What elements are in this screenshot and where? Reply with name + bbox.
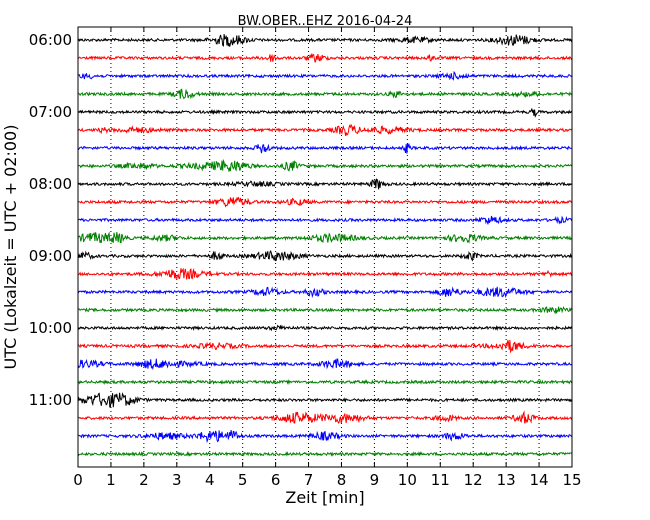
x-tick-label: 1 <box>106 471 116 489</box>
x-tick-label: 9 <box>370 471 380 489</box>
trace-0930 <box>77 286 573 299</box>
y-tick-label: 11:00 <box>29 391 72 409</box>
trace-1000 <box>78 324 573 332</box>
y-tick-label: 06:00 <box>29 31 72 49</box>
seismogram-traces <box>77 34 573 457</box>
x-tick-label: 0 <box>73 471 83 489</box>
y-axis-label: UTC (Lokalzeit = UTC + 02:00) <box>1 125 20 370</box>
trace-1100 <box>77 392 573 408</box>
x-tick-label: 11 <box>431 471 450 489</box>
x-tick-label: 2 <box>139 471 149 489</box>
x-tick-label: 14 <box>530 471 549 489</box>
trace-0830 <box>77 215 573 225</box>
y-tick-label: 10:00 <box>29 319 72 337</box>
y-axis-ticks: 06:00 07:00 08:00 09:00 10:00 11:00 <box>29 31 572 409</box>
trace-0600 <box>77 34 573 47</box>
x-tick-label: 8 <box>337 471 347 489</box>
x-tick-label: 7 <box>304 471 314 489</box>
trace-1030 <box>77 358 573 371</box>
y-tick-label: 09:00 <box>29 247 72 265</box>
trace-1115 <box>77 410 573 424</box>
x-tick-label: 13 <box>497 471 516 489</box>
trace-0730 <box>77 142 572 154</box>
x-tick-label: 4 <box>205 471 215 489</box>
x-tick-label: 15 <box>562 471 581 489</box>
trace-0945 <box>77 306 573 315</box>
trace-0645 <box>77 88 573 100</box>
trace-0715 <box>77 123 573 136</box>
x-tick-label: 10 <box>398 471 417 489</box>
chart-title: BW.OBER..EHZ 2016-04-24 <box>238 14 413 29</box>
trace-0815 <box>77 196 573 208</box>
x-tick-label: 6 <box>271 471 281 489</box>
trace-0915 <box>77 267 573 280</box>
x-tick-label: 3 <box>172 471 182 489</box>
y-tick-label: 07:00 <box>29 103 72 121</box>
trace-0700 <box>77 107 573 118</box>
trace-1045 <box>77 379 573 386</box>
trace-0745 <box>77 158 573 172</box>
trace-1130 <box>78 430 573 444</box>
trace-0845 <box>77 231 573 244</box>
y-tick-label: 08:00 <box>29 175 72 193</box>
trace-0900 <box>77 249 573 262</box>
trace-0630 <box>77 70 573 81</box>
trace-0615 <box>77 52 573 63</box>
x-tick-label: 5 <box>238 471 248 489</box>
vertical-grid <box>110 27 540 467</box>
x-axis-ticks: 0 1 2 3 4 5 6 7 8 9 10 11 12 13 14 15 <box>73 27 582 489</box>
plot-frame <box>77 26 573 468</box>
x-axis-label: Zeit [min] <box>285 488 364 507</box>
trace-1145 <box>77 451 573 457</box>
trace-0800 <box>77 178 573 190</box>
x-tick-label: 12 <box>464 471 483 489</box>
trace-1015 <box>77 339 573 354</box>
